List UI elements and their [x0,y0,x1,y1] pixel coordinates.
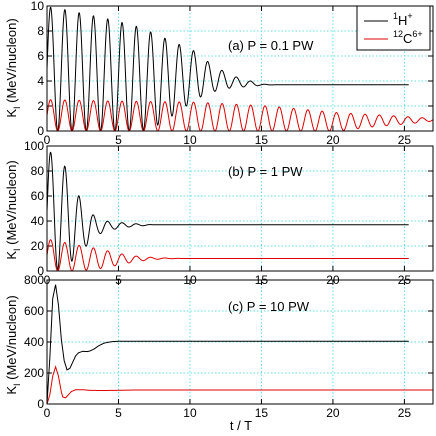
panel-c-xtick-label-3: 15 [255,406,269,420]
panel-b-ytick-label-2: 40 [31,214,45,228]
panel-a-xtick-label-3: 15 [255,133,269,147]
panel-b-ytick-label-0: 0 [37,264,44,278]
panel-c-ylabel: KI (MeV/nucleon) [4,295,22,394]
panel-c-x-tick-labels: 0 5 10 15 20 25 [44,406,412,420]
panel-a-label: (a) P = 0.1 PW [228,38,314,53]
panel-c-ytick-label-3: 600 [24,304,44,318]
panel-c: 0 200 400 600 800 0 5 10 15 20 25 (c) P = 10 PW K… [4,273,434,420]
legend-entry-proton: 1H+ [393,11,413,28]
panel-c-xtick-label-0: 0 [44,406,51,420]
panel-c-ytick-label-4: 800 [24,273,44,287]
panel-a-y-tick-labels: 0 2 4 6 8 10 [31,0,45,138]
panel-a-xtick-label-0: 0 [44,133,51,147]
panel-c-xtick-label-1: 5 [115,406,122,420]
legend-entry-carbon: 12C6+ [393,29,423,46]
panel-b-ytick-label-1: 20 [31,239,45,253]
panel-c-ytick-label-1: 200 [24,366,44,380]
panel-b-series [46,151,409,272]
panel-c-series [46,284,433,405]
panel-b-grid [47,146,433,271]
panel-a-xtick-label-2: 10 [183,133,197,147]
panel-a: 0 2 4 6 8 10 0 5 10 15 20 25 (a) P = 0.1 PW KI (Me… [4,0,434,147]
panel-b-ytick-label-5: 100 [24,139,44,153]
panel-b-y-tick-labels: 0 20 40 60 80 100 [24,139,44,278]
legend: 1H+ 12C6+ [356,5,431,51]
panel-c-y-tick-labels: 0 200 400 600 800 [24,273,44,411]
panel-a-xtick-label-5: 25 [398,133,412,147]
panel-a-xtick-label-1: 5 [115,133,122,147]
panel-c-xtick-label-5: 25 [398,406,412,420]
panel-b-ytick-label-3: 60 [31,189,45,203]
panel-c-xtick-label-2: 10 [183,406,197,420]
panel-a-series [46,6,434,132]
panel-c-label: (c) P = 10 PW [228,299,310,314]
panel-b-frame [46,145,434,272]
panel-c-series-carbon-line [46,365,433,405]
panel-a-series-proton-line [46,6,409,132]
panel-a-frame [46,5,434,132]
panel-a-ytick-label-2: 4 [37,74,44,88]
panel-a-ytick-label-5: 10 [31,0,45,13]
legend-box [356,5,431,51]
panel-b-label: (b) P = 1 PW [228,164,303,179]
panel-c-ytick-label-0: 0 [37,397,44,411]
panel-a-ytick-label-1: 2 [37,99,44,113]
panel-c-xtick-label-4: 20 [326,406,340,420]
panel-c-series-proton-line [46,284,409,405]
panel-c-ticks [46,279,433,405]
panel-a-series-carbon-line [46,99,434,132]
panel-a-ytick-label-0: 0 [37,124,44,138]
panel-a-ytick-label-4: 8 [37,24,44,38]
panel-b-ylabel: KI (MeV/nucleon) [4,160,22,259]
panel-c-ytick-label-2: 400 [24,335,44,349]
panel-b-ytick-label-4: 80 [31,164,45,178]
panel-a-xtick-label-4: 20 [326,133,340,147]
panel-b-series-proton-line [46,151,409,271]
panel-a-ylabel: KI (MeV/nucleon) [4,18,22,117]
panel-c-frame [46,279,434,405]
panel-a-ytick-label-3: 6 [37,49,44,63]
x-axis-label: t / T [230,418,252,433]
panel-b-series-carbon-line [46,239,409,272]
panel-a-x-tick-labels: 0 5 10 15 20 25 [44,133,412,147]
